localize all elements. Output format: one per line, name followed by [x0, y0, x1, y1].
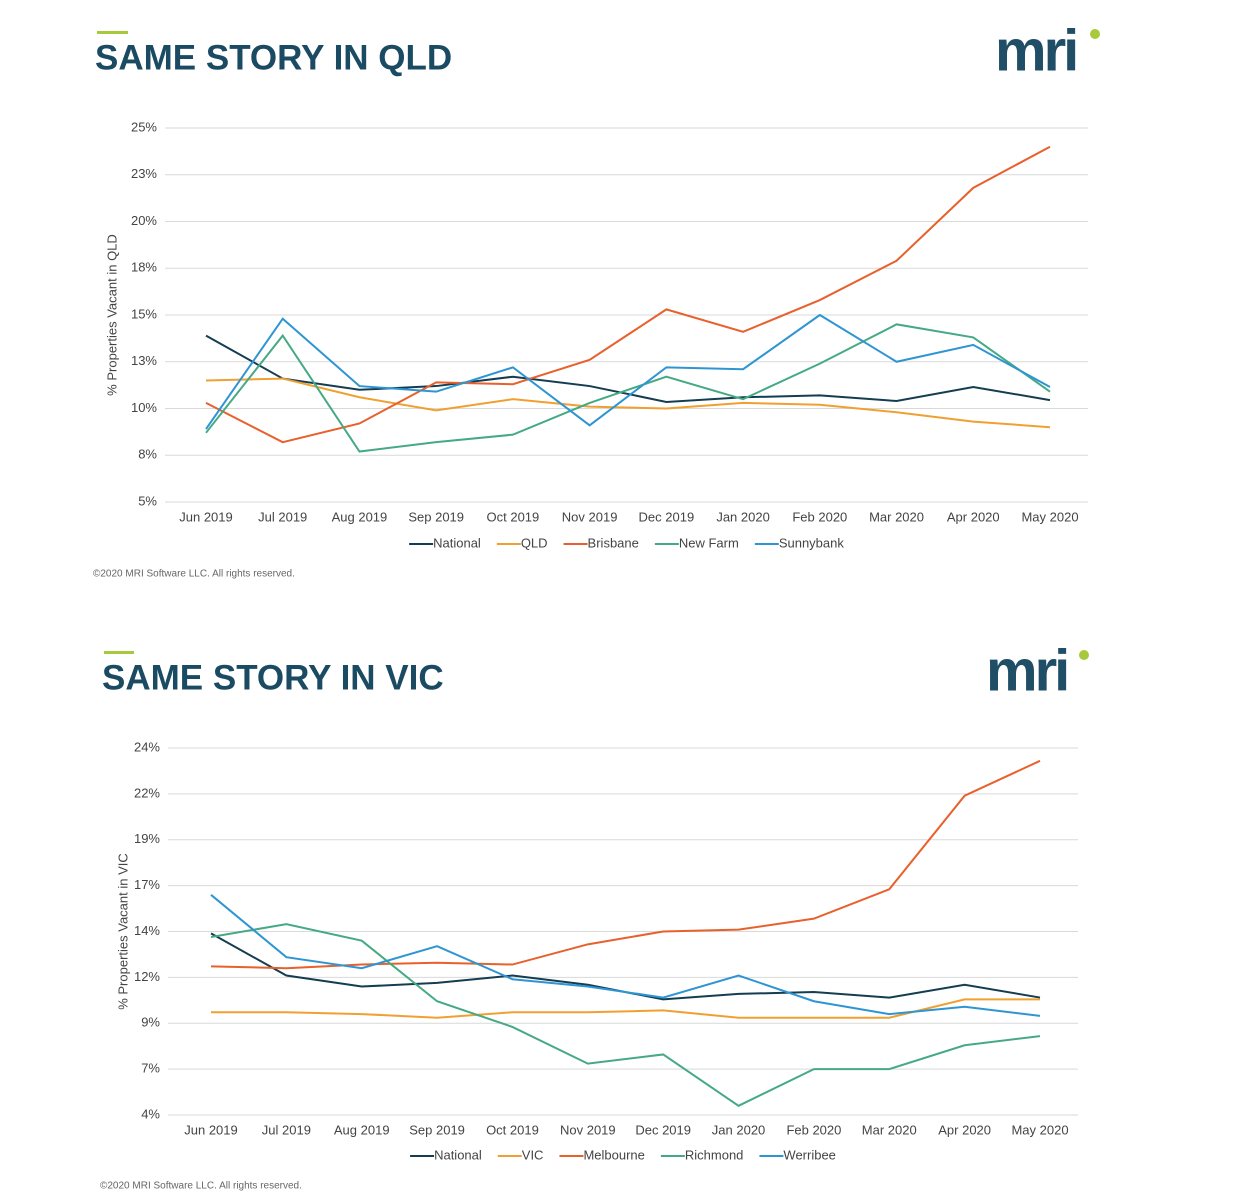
logo: mri: [986, 638, 1067, 703]
legend-label: Melbourne: [583, 1147, 644, 1162]
series-line: [210, 759, 1041, 970]
legend-label: National: [434, 1147, 482, 1162]
x-tick-label: May 2020: [1011, 1122, 1068, 1137]
y-tick-label: 15%: [131, 306, 157, 321]
x-tick-label: Aug 2019: [334, 1122, 390, 1137]
title-accent: [104, 651, 134, 654]
y-tick-label: 17%: [134, 877, 160, 892]
y-axis-label: % Properties Vacant in VIC: [115, 853, 130, 1010]
y-tick-label: 7%: [141, 1061, 160, 1076]
logo: mri: [995, 18, 1076, 83]
series-line: [205, 145, 1051, 444]
x-tick-label: Sep 2019: [409, 1122, 465, 1137]
series-line: [210, 923, 1041, 1107]
series-line: [205, 323, 1051, 453]
x-tick-label: Dec 2019: [639, 509, 695, 524]
x-tick-label: Dec 2019: [635, 1122, 691, 1137]
legend-label: QLD: [521, 535, 548, 550]
series-line: [205, 377, 1051, 429]
x-tick-label: Oct 2019: [486, 1122, 539, 1137]
legend-label: Sunnybank: [779, 535, 845, 550]
y-tick-label: 19%: [134, 831, 160, 846]
y-tick-label: 13%: [131, 353, 157, 368]
x-tick-label: Apr 2020: [938, 1122, 991, 1137]
x-tick-label: Nov 2019: [560, 1122, 616, 1137]
y-tick-label: 12%: [134, 969, 160, 984]
y-tick-label: 4%: [141, 1106, 160, 1121]
x-tick-label: Jan 2020: [712, 1122, 766, 1137]
legend-label: Richmond: [685, 1147, 744, 1162]
y-tick-label: 18%: [131, 260, 157, 275]
x-tick-label: Mar 2020: [869, 509, 924, 524]
footnote: ©2020 MRI Software LLC. All rights reser…: [100, 1181, 302, 1192]
y-tick-label: 24%: [134, 739, 160, 754]
x-tick-label: May 2020: [1021, 509, 1078, 524]
x-tick-label: Jul 2019: [258, 509, 307, 524]
x-tick-label: Nov 2019: [562, 509, 618, 524]
chart-title: SAME STORY IN VIC: [102, 658, 444, 697]
x-tick-label: Jul 2019: [262, 1122, 311, 1137]
y-tick-label: 23%: [131, 166, 157, 181]
legend: National VIC Melbourne Richmond Werribee: [410, 1147, 836, 1162]
y-tick-label: 9%: [141, 1015, 160, 1030]
y-tick-label: 25%: [131, 119, 157, 134]
logo-dot: [1090, 29, 1100, 39]
x-tick-label: Apr 2020: [947, 509, 1000, 524]
legend: National QLD Brisbane New Farm Sunnybank: [409, 535, 844, 550]
legend-label: Brisbane: [588, 535, 639, 550]
y-tick-label: 8%: [138, 447, 157, 462]
series-line: [211, 998, 1040, 1019]
series-line: [210, 894, 1041, 1017]
footnote: ©2020 MRI Software LLC. All rights reser…: [93, 569, 295, 580]
legend-label: New Farm: [679, 535, 739, 550]
legend-label: VIC: [522, 1147, 544, 1162]
x-tick-label: Aug 2019: [332, 509, 388, 524]
title-accent: [97, 31, 128, 34]
y-tick-label: 22%: [134, 785, 160, 800]
series-line: [205, 313, 1051, 430]
legend-label: National: [433, 535, 481, 550]
x-tick-label: Oct 2019: [487, 509, 540, 524]
x-tick-label: Mar 2020: [862, 1122, 917, 1137]
y-tick-label: 14%: [134, 923, 160, 938]
x-tick-label: Jun 2019: [184, 1122, 238, 1137]
series-line: [205, 334, 1051, 403]
y-tick-label: 20%: [131, 213, 157, 228]
x-tick-label: Feb 2020: [786, 1122, 841, 1137]
y-axis-label: % Properties Vacant in QLD: [104, 234, 119, 396]
x-tick-label: Sep 2019: [408, 509, 464, 524]
x-tick-label: Jan 2020: [716, 509, 770, 524]
legend-label: Werribee: [783, 1147, 836, 1162]
logo-dot: [1079, 650, 1089, 660]
x-tick-label: Feb 2020: [792, 509, 847, 524]
y-tick-label: 10%: [131, 400, 157, 415]
x-tick-label: Jun 2019: [179, 509, 233, 524]
y-tick-label: 5%: [138, 493, 157, 508]
chart-title: SAME STORY IN QLD: [95, 38, 452, 77]
